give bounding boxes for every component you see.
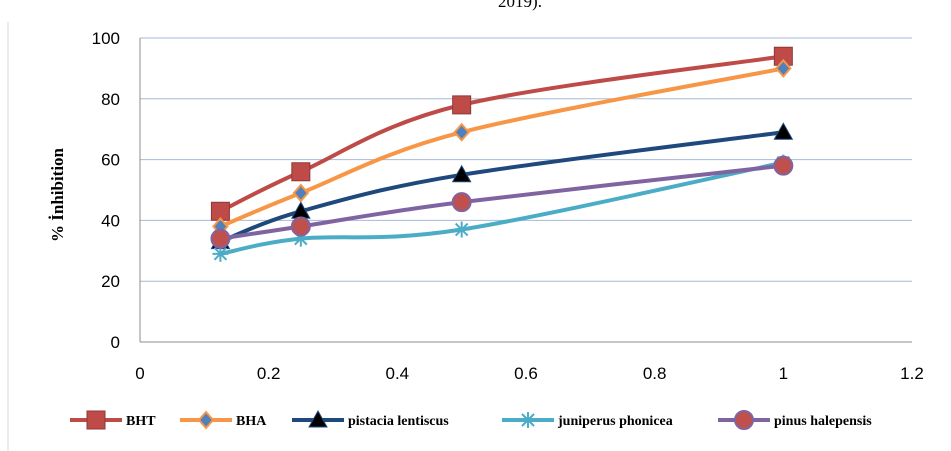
point-4-1 [290,216,311,237]
legend-item-1: BHA [180,410,267,430]
y-tick-label-4: 80 [101,90,120,109]
series-0 [210,46,793,221]
point-3-2-stroke-3 [454,222,469,237]
x-tick-label-6: 1.2 [900,364,924,383]
legend-marker-3-stroke-3 [521,413,535,427]
x-tick-label-3: 0.6 [514,364,538,383]
legend-label-1: BHA [236,414,267,429]
series-line-3 [218,160,786,256]
point-4-3 [773,155,794,176]
x-tick-label-1: 0.2 [257,364,281,383]
legend-label-4: pinus halepensis [774,414,872,429]
point-2-3 [773,122,794,140]
series-line-2 [218,130,786,244]
legend: BHT BHA pistacia lentiscus juniperus phonic… [70,409,872,430]
legend-label-2: pistacia lentiscus [348,414,449,429]
point-4-0 [210,228,231,249]
tick-labels: 0 20 40 60 80 100 0 0.2 0.4 0.6 0.8 1 1.2 [92,29,924,383]
point-0-2 [452,95,472,115]
x-tick-label-5: 1 [779,364,788,383]
series-line-0 [218,54,786,214]
legend-item-2: pistacia lentiscus [292,409,449,429]
y-tick-label-1: 20 [101,272,120,291]
legend-marker-3 [520,412,536,428]
axes [139,38,912,343]
x-tick-label-0: 0 [135,364,144,383]
series-group [210,46,794,262]
point-1-1 [292,183,310,203]
series-line-1 [218,66,786,229]
series-4 [210,155,794,249]
legend-item-3: juniperus phonicea [502,412,673,429]
legend-label-3: juniperus phonicea [557,414,673,429]
point-4-2 [451,192,472,213]
y-tick-label-3: 60 [101,151,120,170]
point-1-2 [453,122,470,142]
caption-fragment: 2019). [498,0,542,11]
legend-marker-0 [86,410,106,430]
point-3-2 [453,221,470,238]
x-tick-label-4: 0.8 [643,364,667,383]
legend-item-4: pinus halepensis [718,410,872,430]
point-0-1 [291,162,311,182]
x-tick-label-2: 0.4 [386,364,410,383]
point-3-0-stroke-3 [213,247,228,261]
y-tick-label-0: 0 [111,333,120,352]
y-tick-label-2: 40 [101,211,120,230]
series-line-4 [218,163,786,241]
legend-marker-4 [734,410,754,430]
point-2-2 [451,164,472,183]
y-axis-label: % İnhibition [48,147,67,242]
point-3-0 [212,245,229,262]
legend-item-0: BHT [70,410,156,430]
legend-marker-2 [308,409,328,428]
y-tick-label-5: 100 [92,29,120,48]
legend-label-0: BHT [126,414,156,429]
legend-marker-1 [197,410,215,430]
point-1-3 [775,58,792,78]
